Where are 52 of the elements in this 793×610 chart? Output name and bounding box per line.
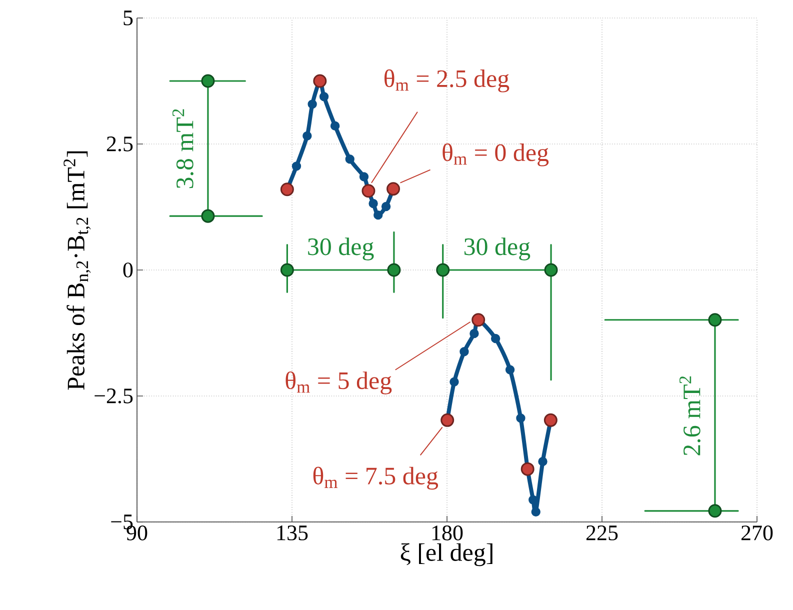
point [387,263,401,277]
annotation: θ$_{m}$ = 0 deg [442,143,549,166]
point [313,74,327,88]
point [490,334,500,344]
y-tick-label: 2.5 [106,136,133,152]
x-tick-label: 180 [432,526,463,540]
annotation: θ$_{m}$ = 2.5 deg [384,69,510,92]
point [538,456,548,466]
point [368,198,378,208]
point [201,74,215,88]
point [436,263,450,277]
x-tick-label: 135 [277,526,308,540]
point [359,172,369,182]
point [460,347,469,356]
point [292,162,302,171]
point [531,507,540,517]
annotation: 3.8 mT$^{2}$ [172,109,194,188]
point [302,131,312,141]
point [544,413,558,427]
point [374,210,383,220]
point [362,184,376,198]
point [280,182,294,196]
y-tick-label: 5 [124,10,133,26]
x-axis-title: ξ [el deg] [400,543,492,566]
point [544,263,558,277]
point [708,313,722,327]
point [381,202,391,212]
annotation: 2.6 mT$^{2}$ [679,376,700,456]
point [330,121,340,130]
annotation: 30 deg [308,238,374,260]
annotation: θ$_{m}$ = 7.5 deg [313,466,438,490]
annotation: 30 deg [464,238,530,260]
point [450,377,459,386]
point [345,154,354,164]
point [708,504,722,518]
y-tick-label: −2.5 [94,388,133,404]
y-tick-label: 0 [123,262,133,278]
x-tick-label: 270 [741,526,773,540]
point [470,328,479,338]
point [386,182,400,196]
point [280,263,294,277]
y-axis-title: Peaks of B$_{n,2}$·B$_{t,2}$ [mT$^{2}$] [64,151,91,390]
point [201,209,215,223]
point [472,313,486,327]
point [505,365,515,374]
point [520,462,534,476]
point [308,100,317,109]
point [440,413,454,427]
point [516,414,526,423]
point [319,92,329,102]
annotation: θ$_{m}$ = 5 deg [286,371,392,394]
x-tick-label: 225 [586,526,618,540]
